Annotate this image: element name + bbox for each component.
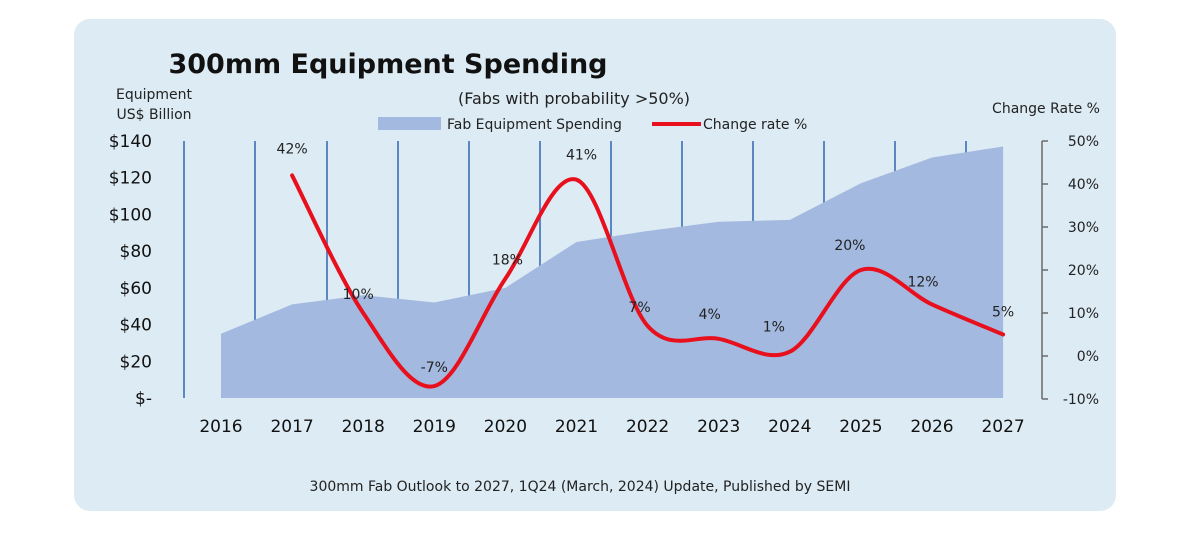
y-left-tick-$120: $120: [109, 169, 152, 189]
data-label-2021: 41%: [566, 148, 597, 164]
y-left-tick-$140: $140: [109, 132, 152, 152]
data-label-2027: 5%: [992, 305, 1014, 321]
legend-label-change-rate: Change rate %: [703, 117, 807, 133]
data-label-2017: 42%: [277, 141, 308, 157]
y-right-tick-50%: 50%: [1068, 134, 1099, 150]
legend-label-spending: Fab Equipment Spending: [447, 117, 622, 133]
data-labels: 42% 10% -7% 18% 41% 7% 4% 1% 20% 12% 5%: [277, 141, 1015, 376]
x-tick-2019: 2019: [413, 417, 456, 437]
line-change-rate: [290, 173, 1006, 389]
y-right-tick-40%: 40%: [1068, 177, 1099, 193]
x-tick-2021: 2021: [555, 417, 598, 437]
chart-title: 300mm Equipment Spending: [168, 49, 607, 80]
y-left-tick-$-: $-: [135, 389, 152, 409]
legend: Fab Equipment Spending Change rate %: [378, 117, 807, 133]
chart-card: 42% 10% -7% 18% 41% 7% 4% 1% 20% 12% 5% $- $20 $40 $6…: [74, 19, 1116, 511]
data-label-2023: 4%: [699, 307, 721, 323]
x-tick-2017: 2017: [270, 417, 313, 437]
y-left-tick-$20: $20: [120, 352, 152, 372]
data-label-2026: 12%: [907, 274, 938, 290]
legend-swatch-spending: [378, 117, 441, 130]
y-left-title-line2: US$ Billion: [116, 107, 191, 123]
x-tick-2027: 2027: [981, 417, 1024, 437]
x-tick-2022: 2022: [626, 417, 669, 437]
data-label-2019: -7%: [421, 360, 448, 376]
x-axis-ticks: 2016 2017 2018 2019 2020 2021 2022 2023 2024 2025…: [199, 417, 1024, 437]
y-right-tick-10%: 10%: [1068, 306, 1099, 322]
chart: 42% 10% -7% 18% 41% 7% 4% 1% 20% 12% 5% $- $20 $40 $6…: [109, 49, 1100, 495]
y-right-axis: -10% 0% 10% 20% 30% 40% 50%: [1041, 134, 1099, 408]
x-tick-2024: 2024: [768, 417, 811, 437]
y-right-title: Change Rate %: [992, 101, 1100, 117]
x-tick-2020: 2020: [484, 417, 527, 437]
data-label-2022: 7%: [628, 300, 650, 316]
y-left-ticks: $- $20 $40 $60 $80 $100 $120 $140: [109, 132, 152, 409]
x-tick-2026: 2026: [910, 417, 953, 437]
y-left-tick-$80: $80: [120, 242, 152, 262]
x-tick-2016: 2016: [199, 417, 242, 437]
data-label-2020: 18%: [492, 253, 523, 269]
y-right-tick--10%: -10%: [1063, 392, 1099, 408]
data-label-2018: 10%: [343, 287, 374, 303]
data-label-2024: 1%: [763, 320, 785, 336]
source-note: 300mm Fab Outlook to 2027, 1Q24 (March, …: [310, 479, 851, 495]
y-left-tick-$60: $60: [120, 279, 152, 299]
chart-subtitle: (Fabs with probability >50%): [458, 89, 690, 108]
x-tick-2018: 2018: [342, 417, 385, 437]
y-left-title-line1: Equipment: [116, 87, 193, 103]
x-tick-2025: 2025: [839, 417, 882, 437]
y-right-tick-30%: 30%: [1068, 220, 1099, 236]
y-left-tick-$100: $100: [109, 205, 152, 225]
y-right-tick-20%: 20%: [1068, 263, 1099, 279]
y-right-tick-0%: 0%: [1077, 349, 1099, 365]
data-label-2025: 20%: [834, 238, 865, 254]
x-tick-2023: 2023: [697, 417, 740, 437]
y-left-tick-$40: $40: [120, 316, 152, 336]
